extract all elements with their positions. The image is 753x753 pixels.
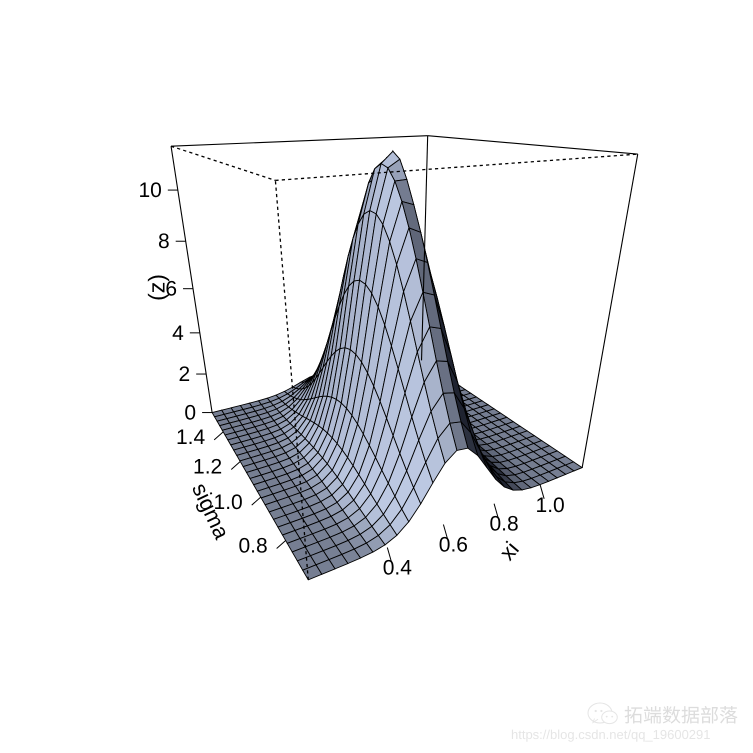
- svg-text:1.2: 1.2: [193, 456, 222, 479]
- svg-text:10: 10: [138, 179, 161, 202]
- svg-text:8: 8: [158, 230, 170, 253]
- svg-text:1.4: 1.4: [176, 426, 206, 449]
- svg-text:0: 0: [184, 402, 196, 425]
- svg-text:0.8: 0.8: [489, 513, 518, 536]
- svg-text:(z): (z): [144, 274, 170, 301]
- svg-text:1.0: 1.0: [536, 494, 565, 517]
- svg-text:0.4: 0.4: [383, 556, 413, 579]
- svg-text:4: 4: [172, 322, 184, 345]
- svg-text:https://blog.csdn.net/qq_19600: https://blog.csdn.net/qq_19600291: [511, 727, 711, 742]
- svg-text:0.8: 0.8: [238, 535, 267, 558]
- svg-text:0.6: 0.6: [439, 533, 468, 556]
- svg-text:拓端数据部落: 拓端数据部落: [624, 705, 738, 727]
- svg-text:2: 2: [178, 363, 190, 386]
